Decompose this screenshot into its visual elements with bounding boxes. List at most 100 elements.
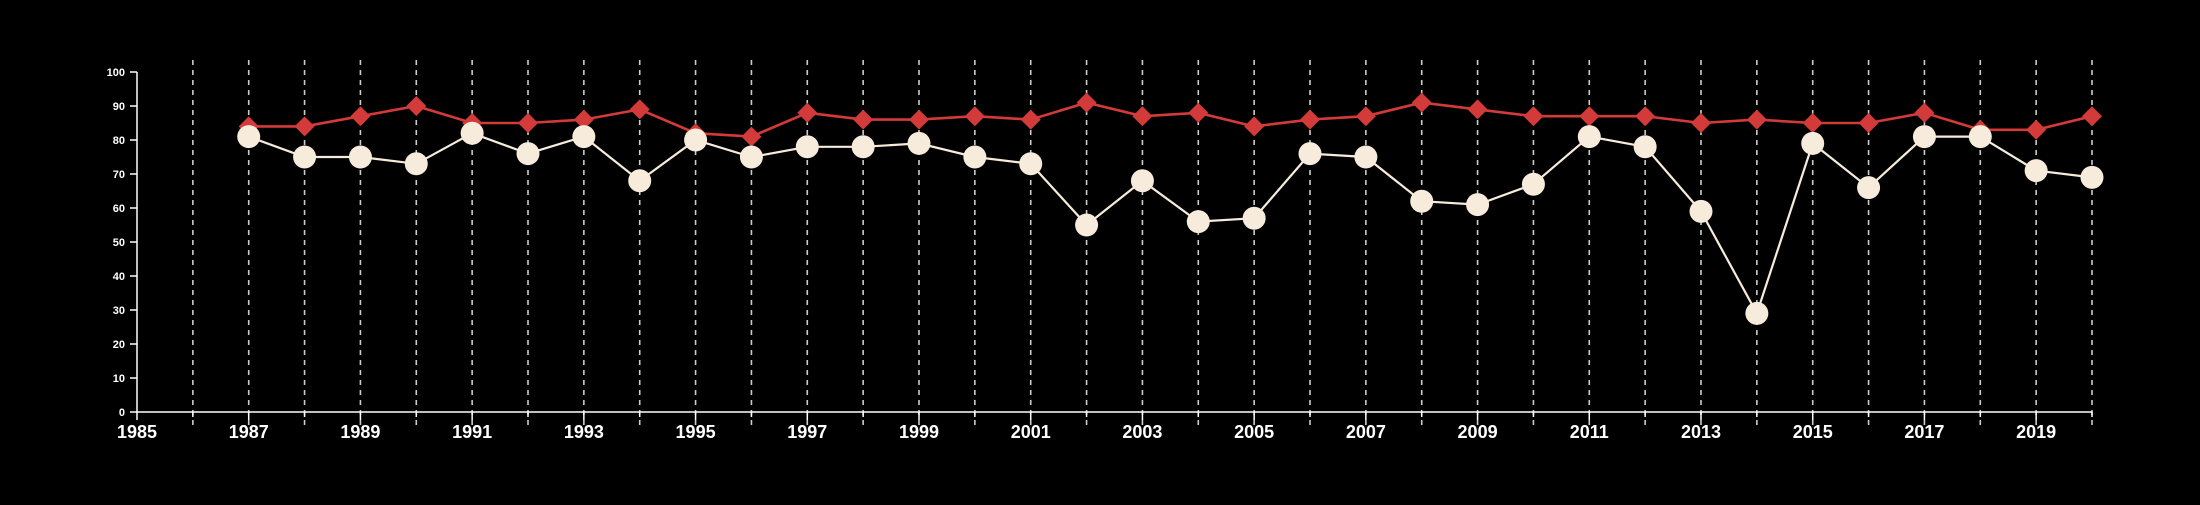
series-0-point-2016 bbox=[1858, 113, 1879, 133]
series-0-point-2015 bbox=[1802, 113, 1823, 133]
series-0-point-1993 bbox=[573, 109, 594, 130]
series-1-point-2008 bbox=[1410, 189, 1434, 213]
series-1-point-2017 bbox=[1912, 125, 1936, 149]
x-tick-label-2003: 2003 bbox=[1122, 422, 1162, 442]
y-tick-label-20: 20 bbox=[113, 339, 125, 351]
series-1-point-2019 bbox=[2024, 159, 2048, 183]
y-tick-label-40: 40 bbox=[113, 271, 125, 283]
series-1-point-2001 bbox=[1019, 152, 1043, 176]
series-0-point-2019 bbox=[2026, 119, 2047, 140]
series-1-point-2009 bbox=[1466, 193, 1490, 217]
x-tick-label-1997: 1997 bbox=[787, 422, 827, 442]
x-tick-label-2015: 2015 bbox=[1793, 422, 1833, 442]
x-tick-label-1987: 1987 bbox=[229, 422, 269, 442]
series-0-point-1997 bbox=[797, 102, 818, 123]
series-0-point-1989 bbox=[350, 106, 371, 127]
y-tick-label-90: 90 bbox=[113, 101, 125, 113]
series-1-point-1994 bbox=[628, 169, 652, 193]
series-0-point-1988 bbox=[294, 116, 315, 137]
y-tick-label-60: 60 bbox=[113, 203, 125, 215]
y-tick-label-100: 100 bbox=[107, 67, 125, 79]
x-tick-label-2011: 2011 bbox=[1570, 422, 1609, 442]
x-tick-label-2005: 2005 bbox=[1234, 422, 1274, 442]
series-1-point-2020 bbox=[2080, 165, 2104, 189]
series-0-point-2009 bbox=[1467, 99, 1488, 120]
series-0-point-2007 bbox=[1355, 106, 1376, 127]
series-0-point-1992 bbox=[518, 113, 538, 133]
series-1-point-1993 bbox=[572, 125, 596, 149]
x-tick-label-1995: 1995 bbox=[676, 422, 716, 442]
series-1-point-1998 bbox=[851, 135, 875, 159]
x-tick-label-2017: 2017 bbox=[1904, 422, 1944, 442]
series-1-point-2002 bbox=[1075, 213, 1099, 237]
series-1-point-1991 bbox=[460, 121, 484, 145]
series-1-point-2007 bbox=[1354, 145, 1378, 169]
x-tick-label-1989: 1989 bbox=[340, 422, 380, 442]
y-tick-label-0: 0 bbox=[119, 407, 125, 419]
axes bbox=[130, 71, 2093, 420]
series-0-point-2001 bbox=[1020, 109, 1041, 130]
series-1-point-2000 bbox=[963, 145, 987, 169]
series-0-point-2020 bbox=[2082, 106, 2102, 127]
series-1-point-1996 bbox=[739, 145, 763, 169]
series-1-point-2013 bbox=[1689, 199, 1713, 223]
series-0-point-1996 bbox=[741, 126, 762, 147]
series-1-line bbox=[248, 131, 2093, 317]
series-1-point-1989 bbox=[348, 145, 372, 169]
x-tick-label-1985: 1985 bbox=[117, 422, 157, 442]
x-tick-label-2009: 2009 bbox=[1458, 422, 1498, 442]
series-0-point-2012 bbox=[1635, 106, 1656, 127]
series-0-point-2000 bbox=[964, 106, 985, 127]
series-0-point-2017 bbox=[1914, 102, 1935, 123]
series-0-point-2014 bbox=[1746, 109, 1767, 130]
series-1-point-1992 bbox=[516, 142, 540, 166]
x-tick-label-1999: 1999 bbox=[899, 422, 939, 442]
series-1-point-2004 bbox=[1186, 210, 1210, 234]
series-0-point-2004 bbox=[1188, 102, 1209, 123]
series-0-point-1999 bbox=[909, 109, 929, 130]
x-tick-label-1993: 1993 bbox=[564, 422, 604, 442]
series-1-point-2018 bbox=[1968, 125, 1992, 149]
series-1-point-1987 bbox=[237, 125, 261, 149]
series-0-point-2013 bbox=[1691, 113, 1711, 133]
series-0-point-1994 bbox=[629, 99, 650, 120]
series-0-line bbox=[248, 101, 2093, 138]
series-1-point-2005 bbox=[1242, 206, 1266, 230]
series-1-point-2010 bbox=[1521, 172, 1545, 196]
series-1-point-2003 bbox=[1130, 169, 1154, 193]
series-1-point-1988 bbox=[293, 145, 317, 169]
series-1-point-2011 bbox=[1577, 125, 1601, 149]
x-tick-label-1991: 1991 bbox=[452, 422, 492, 442]
series-0-point-2010 bbox=[1523, 106, 1544, 127]
series-1-point-2016 bbox=[1857, 176, 1881, 200]
y-tick-label-80: 80 bbox=[113, 135, 125, 147]
y-tick-label-50: 50 bbox=[113, 237, 125, 249]
series-1-point-2014 bbox=[1745, 301, 1769, 325]
x-tick-label-2001: 2001 bbox=[1011, 422, 1051, 442]
y-tick-label-70: 70 bbox=[113, 169, 125, 181]
series-0-point-2008 bbox=[1411, 92, 1432, 113]
series-0-point-2005 bbox=[1244, 116, 1265, 137]
series-0-point-1990 bbox=[406, 96, 427, 116]
series-1-point-1997 bbox=[795, 135, 819, 159]
series-1-point-1990 bbox=[404, 152, 428, 176]
series-1-point-2015 bbox=[1801, 131, 1825, 155]
series-0-point-2002 bbox=[1076, 92, 1097, 113]
x-tick-label-2007: 2007 bbox=[1346, 422, 1386, 442]
tick-labels: 0 10 20 30 40 50 60 70 80 90 100 1985 1987 1989 1991 19… bbox=[107, 67, 2057, 442]
x-tick-label-2013: 2013 bbox=[1681, 422, 1721, 442]
series-1-point-1999 bbox=[907, 131, 931, 155]
series-1-point-2012 bbox=[1633, 135, 1657, 159]
y-tick-label-10: 10 bbox=[113, 373, 125, 385]
x-tick-label-2019: 2019 bbox=[2016, 422, 2056, 442]
series bbox=[237, 92, 2104, 325]
y-tick-label-30: 30 bbox=[113, 305, 125, 317]
series-1-point-2006 bbox=[1298, 142, 1322, 166]
series-0-point-2006 bbox=[1300, 109, 1320, 130]
series-0-point-2011 bbox=[1579, 106, 1600, 127]
series-1-point-1995 bbox=[684, 128, 708, 152]
series-0-point-1998 bbox=[853, 109, 874, 130]
series-0-point-2003 bbox=[1132, 106, 1153, 127]
